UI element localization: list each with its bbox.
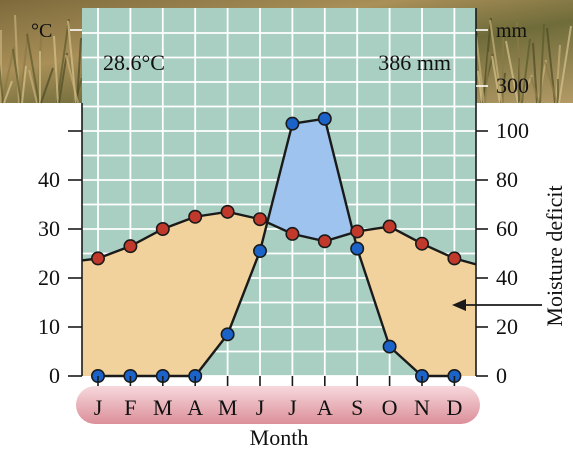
temperature-point xyxy=(91,251,106,266)
precipitation-point xyxy=(317,111,332,126)
temperature-point xyxy=(155,222,170,237)
temperature-point xyxy=(447,251,462,266)
temperature-point xyxy=(188,209,203,224)
left-tick-label: 10 xyxy=(38,314,60,339)
temperature-point xyxy=(317,234,332,249)
left-tick-label: 20 xyxy=(38,265,60,290)
left-axis-unit: °C xyxy=(31,20,52,42)
month-tick-label: S xyxy=(351,395,363,420)
deficit-arrow xyxy=(452,299,542,311)
right-axis: 0 20 40 60 80 100 300 xyxy=(475,8,529,388)
month-tick-label: J xyxy=(288,395,297,420)
month-band xyxy=(76,386,480,424)
temperature-point xyxy=(285,226,300,241)
right-tick-label: 100 xyxy=(496,118,529,143)
month-tick-label: F xyxy=(124,395,136,420)
month-tick-label: A xyxy=(187,395,203,420)
month-tick-label: D xyxy=(446,395,462,420)
moisture-deficit-area xyxy=(82,211,476,376)
precipitation-point xyxy=(253,244,268,259)
month-tick-label: J xyxy=(256,395,265,420)
month-tick-label: N xyxy=(414,395,430,420)
right-tick-label: 40 xyxy=(496,265,518,290)
right-tick-label: 80 xyxy=(496,167,518,192)
temperature-point xyxy=(253,212,268,227)
annual-precipitation-label: 386 mm xyxy=(378,50,451,75)
right-tick-label: 0 xyxy=(496,363,507,388)
temperature-point xyxy=(123,239,138,254)
right-tick-label: 60 xyxy=(496,216,518,241)
temperature-point xyxy=(382,219,397,234)
month-tick-label: M xyxy=(153,395,173,420)
left-axis: 0 10 20 30 40 xyxy=(38,29,83,388)
right-tick-label: 20 xyxy=(496,314,518,339)
temperature-point xyxy=(220,204,235,219)
right-tick-label: 300 xyxy=(496,73,529,98)
mean-temperature-label: 28.6°C xyxy=(103,50,165,75)
precipitation-point xyxy=(220,327,235,342)
right-axis-unit: mm xyxy=(496,20,528,42)
temperature-point xyxy=(350,224,365,239)
left-tick-label: 0 xyxy=(49,363,60,388)
precipitation-point xyxy=(285,116,300,131)
month-tick-label: M xyxy=(218,395,238,420)
month-tick-label: J xyxy=(94,395,103,420)
temperature-point xyxy=(414,236,429,251)
moisture-surplus-area xyxy=(82,118,476,265)
month-tick-label: O xyxy=(382,395,398,420)
left-tick-label: 30 xyxy=(38,216,60,241)
month-tick-label: A xyxy=(317,395,333,420)
left-tick-label: 40 xyxy=(38,167,60,192)
right-axis-label: Moisture deficit xyxy=(542,185,567,326)
x-axis-label: Month xyxy=(250,425,309,450)
temperature-points xyxy=(91,204,462,266)
precipitation-point xyxy=(382,339,397,354)
precipitation-point xyxy=(350,241,365,256)
